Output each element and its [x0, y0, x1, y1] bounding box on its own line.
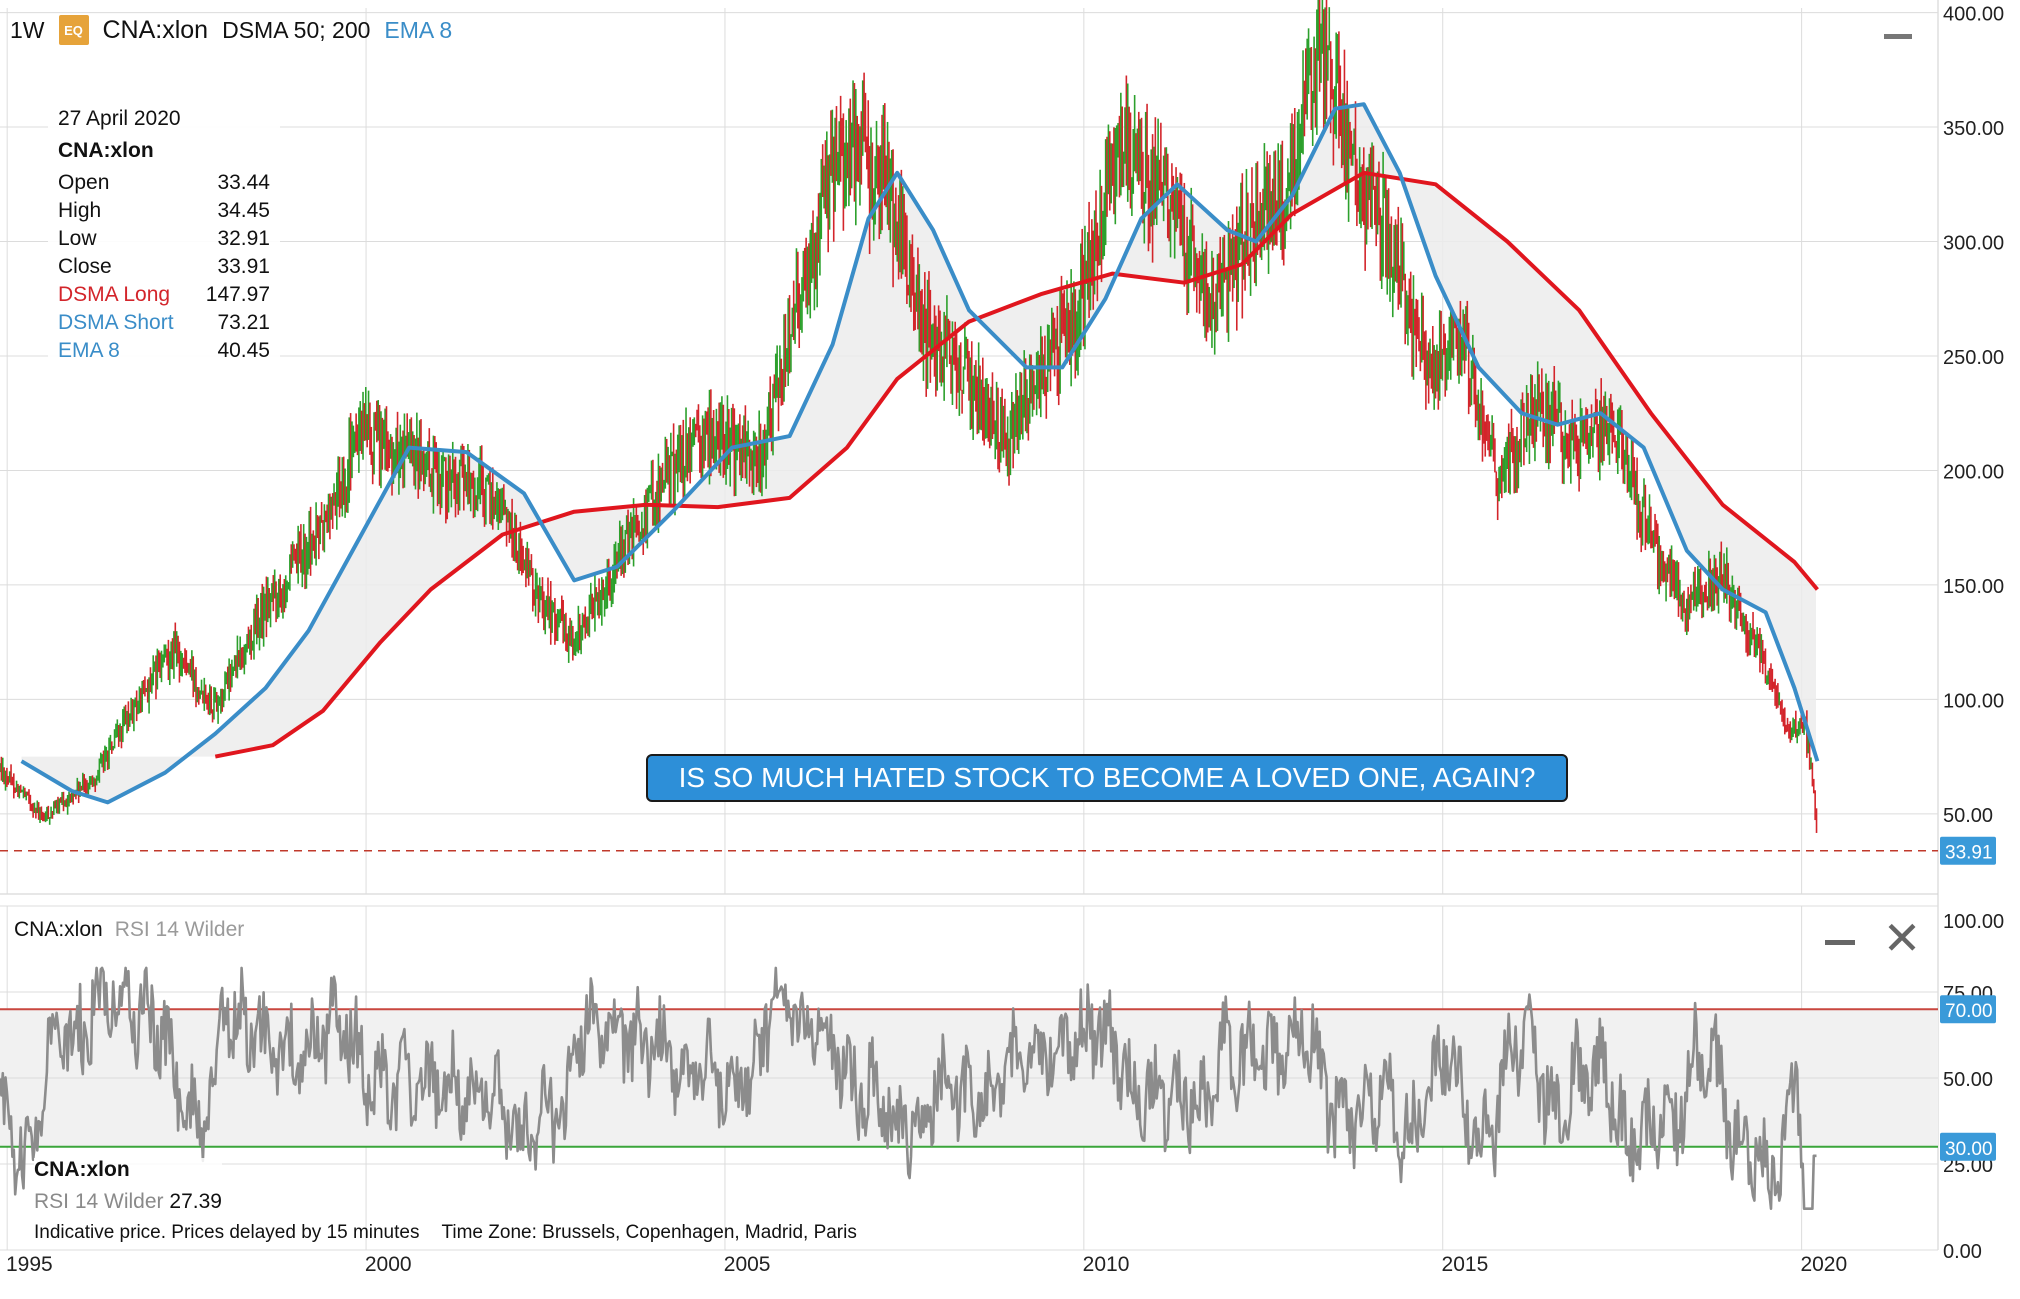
last-price-label: 33.91	[1945, 843, 1993, 864]
price-axis: 50.00 100.00 150.00 200.00 250.00 300.00 350.0…	[1940, 4, 2004, 865]
time-tick-label: 2000	[365, 1253, 412, 1276]
annotation-callout: IS SO MUCH HATED STOCK TO BECOME A LOVED…	[646, 754, 1568, 802]
minimize-rsi-panel-icon[interactable]	[1820, 930, 1860, 954]
info-row-low: Low 32.91	[58, 227, 270, 250]
price-tick-label: 100.00	[1943, 690, 2004, 712]
rsi-legend-value: 27.39	[169, 1190, 222, 1213]
rsi-indicator-label[interactable]: RSI 14 Wilder	[114, 918, 245, 941]
info-row-dsma-short: DSMA Short 73.21	[58, 311, 270, 334]
info-row-high: High 34.45	[58, 199, 270, 222]
minimize-price-panel-icon[interactable]	[1880, 24, 1916, 48]
price-tick-label: 150.00	[1943, 576, 2004, 598]
rsi-symbol-label[interactable]: CNA:xlon	[14, 918, 103, 941]
delay-note: Indicative price. Prices delayed by 15 m…	[34, 1222, 420, 1243]
ohlc-info-panel: 27 April 2020 CNA:xlon Open 33.44 High 34.…	[48, 103, 280, 369]
time-axis: 1995 2000 2005 2010 2015 2020	[6, 1253, 1847, 1276]
last-price-tag	[1940, 836, 1996, 865]
time-tick-label: 2020	[1800, 1253, 1847, 1276]
time-tick-label: 2015	[1442, 1253, 1489, 1276]
time-tick-label: 2005	[724, 1253, 771, 1276]
dsma-band	[21, 104, 1816, 803]
dsma-band-fill	[21, 104, 1816, 803]
timeframe-label[interactable]: 1W	[10, 16, 45, 43]
time-tick-label: 2010	[1083, 1253, 1130, 1276]
rsi-tick-label: 100.00	[1943, 911, 2004, 933]
equity-badge-icon: EQ	[58, 15, 89, 45]
rsi-legend: CNA:xlon RSI 14 Wilder 27.39	[34, 1158, 222, 1214]
info-date: 27 April 2020	[58, 107, 181, 130]
rsi-overbought-label: 70.00	[1945, 1001, 1993, 1022]
candles	[0, 0, 1818, 833]
rsi-oversold-tag	[1940, 1132, 1996, 1161]
footer-note: Indicative price. Prices delayed by 15 m…	[34, 1222, 857, 1244]
dsma-indicator-label[interactable]: DSMA 50; 200	[222, 16, 371, 43]
info-row-open: Open 33.44	[58, 171, 270, 194]
rsi-legend-symbol: CNA:xlon	[34, 1158, 130, 1181]
dsma-long-line	[214, 170, 1819, 759]
price-tick-label: 300.00	[1943, 233, 2004, 255]
rsi-legend-indicator: RSI 14 Wilder	[34, 1190, 164, 1213]
ema-indicator-label[interactable]: EMA 8	[384, 16, 453, 43]
dsma-short-line	[20, 102, 1820, 805]
rsi-oversold-label: 30.00	[1945, 1139, 1993, 1160]
rsi-tick-label: 50.00	[1943, 1069, 1993, 1091]
info-symbol: CNA:xlon	[58, 139, 154, 162]
price-tick-label: 400.00	[1943, 4, 2004, 26]
time-tick-label: 1995	[6, 1253, 53, 1276]
price-tick-label: 250.00	[1943, 347, 2004, 369]
rsi-panel-header: CNA:xlon RSI 14 Wilder	[14, 918, 244, 942]
rsi-line	[0, 966, 1817, 1210]
chart-header: 1W EQ CNA:xlon DSMA 50; 200 EMA 8	[10, 12, 452, 48]
info-row-ema-8: EMA 8 40.45	[58, 339, 270, 362]
info-row-close: Close 33.91	[58, 255, 270, 278]
timezone-note: Time Zone: Brussels, Copenhagen, Madrid,…	[441, 1222, 857, 1243]
close-rsi-panel-icon[interactable]: ✕	[1882, 912, 1922, 964]
info-row-dsma-long: DSMA Long 147.97	[58, 283, 270, 306]
rsi-overbought-tag	[1940, 995, 1996, 1024]
symbol-label[interactable]: CNA:xlon	[102, 15, 209, 44]
moving-averages	[0, 102, 1938, 852]
price-tick-label: 350.00	[1943, 118, 2004, 140]
rsi-tick-label: 0.00	[1943, 1241, 1982, 1263]
price-tick-label: 50.00	[1943, 805, 1993, 827]
price-tick-label: 200.00	[1943, 461, 2004, 483]
